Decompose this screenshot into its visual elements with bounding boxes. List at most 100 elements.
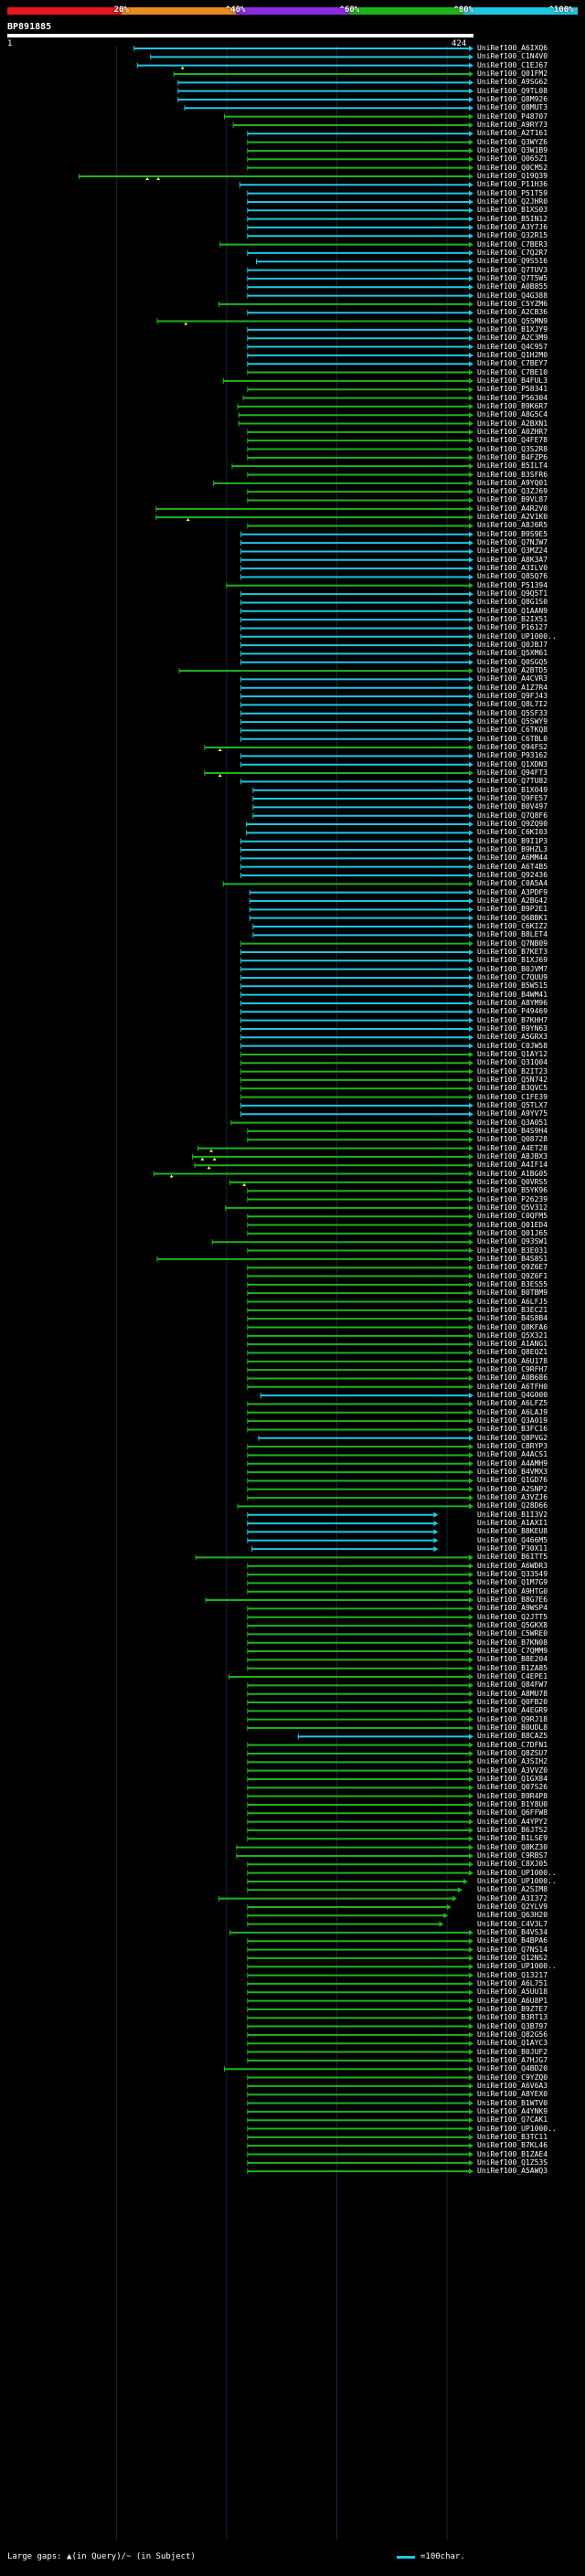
hit-label[interactable]: UniRef100_A9YQ01 [477, 478, 548, 487]
hit-label[interactable]: UniRef100_B3ES55 [477, 1279, 548, 1288]
hit-label[interactable]: UniRef100_A6V6A3 [477, 2081, 548, 2090]
hit-label[interactable]: UniRef100_Q9Z6F1 [477, 1271, 548, 1280]
hit-label[interactable]: UniRef100_A2SNP2 [477, 1484, 548, 1493]
hit-label[interactable]: UniRef100_Q4FE78 [477, 436, 548, 445]
hit-label[interactable]: UniRef100_B9P2E1 [477, 905, 548, 914]
hit-label[interactable]: UniRef100_A8YM96 [477, 998, 548, 1007]
hit-label[interactable]: UniRef100_C6KI03 [477, 828, 548, 837]
hit-label[interactable]: UniRef100_C7BE10 [477, 367, 548, 376]
hit-label[interactable]: UniRef100_Q19Q39 [477, 171, 548, 180]
hit-label[interactable]: UniRef100_Q82G56 [477, 2030, 548, 2039]
hit-label[interactable]: UniRef100_B4S9H4 [477, 1126, 548, 1135]
hit-label[interactable]: UniRef100_Q7NS14 [477, 1945, 548, 1954]
hit-label[interactable]: UniRef100_Q3S2R8 [477, 444, 548, 453]
hit-label[interactable]: UniRef100_P30X11 [477, 1544, 548, 1553]
hit-label[interactable]: UniRef100_A2T161 [477, 129, 548, 138]
hit-label[interactable]: UniRef100_Q7T5W5 [477, 273, 548, 282]
hit-label[interactable]: UniRef100_Q3B797 [477, 2021, 548, 2030]
hit-label[interactable]: UniRef100_A4CVR3 [477, 674, 548, 684]
hit-label[interactable]: UniRef100_B1ZA85 [477, 1663, 548, 1672]
hit-label[interactable]: UniRef100_C7BEY7 [477, 359, 548, 368]
hit-label[interactable]: UniRef100_C1FE39 [477, 1092, 548, 1101]
hit-label[interactable]: UniRef100_A4AMH9 [477, 1458, 548, 1468]
hit-label[interactable]: UniRef100_Q5X321 [477, 1330, 548, 1340]
hit-label[interactable]: UniRef100_B4VS34 [477, 1927, 548, 1936]
hit-label[interactable]: UniRef100_A1BG05 [477, 1169, 548, 1178]
hit-label[interactable]: UniRef100_C7BER3 [477, 239, 548, 249]
hit-label[interactable]: UniRef100_B6JTS2 [477, 1825, 548, 1834]
hit-label[interactable]: UniRef100_UP1000.. [477, 1868, 557, 1877]
hit-label[interactable]: UniRef100_B8LET4 [477, 930, 548, 939]
hit-label[interactable]: UniRef100_A3VZJ6 [477, 1493, 548, 1502]
hit-label[interactable]: UniRef100_B9I1P3 [477, 836, 548, 845]
hit-label[interactable]: UniRef100_Q8EQZ1 [477, 1348, 548, 1357]
hit-label[interactable]: UniRef100_Q63H20 [477, 1911, 548, 1920]
hit-label[interactable]: UniRef100_A5AWQ3 [477, 2167, 548, 2176]
hit-label[interactable]: UniRef100_B9ZTE7 [477, 2004, 548, 2013]
hit-label[interactable]: UniRef100_P51394 [477, 580, 548, 589]
hit-label[interactable]: UniRef100_UP1000.. [477, 631, 557, 641]
hit-label[interactable]: UniRef100_B1ZAE4 [477, 2149, 548, 2158]
hit-label[interactable]: UniRef100_Q5SMN9 [477, 316, 548, 325]
hit-label[interactable]: UniRef100_C5YZM6 [477, 299, 548, 308]
hit-label[interactable]: UniRef100_C0JW58 [477, 1041, 548, 1050]
hit-label[interactable]: UniRef100_Q7CAK1 [477, 2115, 548, 2125]
hit-label[interactable]: UniRef100_Q3MZ24 [477, 546, 548, 556]
hit-label[interactable]: UniRef100_P93162 [477, 751, 548, 760]
hit-label[interactable]: UniRef100_B8CAZ5 [477, 1732, 548, 1741]
hit-label[interactable]: UniRef100_Q1GX84 [477, 1774, 548, 1783]
hit-label[interactable]: UniRef100_B3TC11 [477, 2132, 548, 2141]
hit-label[interactable]: UniRef100_C1EJ67 [477, 60, 548, 69]
hit-label[interactable]: UniRef100_A3SIH2 [477, 1757, 548, 1766]
hit-label[interactable]: UniRef100_B9HZL3 [477, 845, 548, 854]
hit-label[interactable]: UniRef100_Q1Z53S [477, 2157, 548, 2167]
hit-label[interactable]: UniRef100_B0JUF2 [477, 2047, 548, 2056]
hit-label[interactable]: UniRef100_A1ANG1 [477, 1340, 548, 1349]
hit-label[interactable]: UniRef100_C4EPE1 [477, 1672, 548, 1681]
hit-label[interactable]: UniRef100_B5W515 [477, 981, 548, 991]
hit-label[interactable]: UniRef100_A3ILV0 [477, 564, 548, 573]
hit-label[interactable]: UniRef100_A6LFJ5 [477, 1297, 548, 1306]
hit-label[interactable]: UniRef100_Q33549 [477, 1570, 548, 1579]
hit-label[interactable]: UniRef100_Q1AYC3 [477, 2039, 548, 2048]
hit-label[interactable]: UniRef100_B8KEU8 [477, 1527, 548, 1536]
hit-label[interactable]: UniRef100_Q0JBJ7 [477, 641, 548, 650]
hit-label[interactable]: UniRef100_B1Y8U0 [477, 1799, 548, 1808]
hit-label[interactable]: UniRef100_B1I3V2 [477, 1510, 548, 1519]
hit-label[interactable]: UniRef100_Q01ED4 [477, 1220, 548, 1229]
hit-label[interactable]: UniRef100_Q7Q8F6 [477, 811, 548, 820]
hit-label[interactable]: UniRef100_P56304 [477, 393, 548, 402]
hit-label[interactable]: UniRef100_A4EGR9 [477, 1706, 548, 1715]
hit-label[interactable]: UniRef100_Q0SGQ5 [477, 657, 548, 666]
hit-label[interactable]: UniRef100_B6ITT5 [477, 1553, 548, 1562]
hit-label[interactable]: UniRef100_A4ACS1 [477, 1450, 548, 1459]
hit-label[interactable]: UniRef100_A9HTG0 [477, 1586, 548, 1595]
hit-label[interactable]: UniRef100_A9RY73 [477, 120, 548, 129]
hit-label[interactable]: UniRef100_Q8PVG2 [477, 1433, 548, 1442]
hit-label[interactable]: UniRef100_A6MM44 [477, 853, 548, 863]
hit-label[interactable]: UniRef100_C7Q2R7 [477, 248, 548, 257]
hit-label[interactable]: UniRef100_Q12NS2 [477, 1953, 548, 1962]
hit-label[interactable]: UniRef100_Q8ZSU7 [477, 1749, 548, 1757]
hit-label[interactable]: UniRef100_B9S9E5 [477, 529, 548, 538]
hit-label[interactable]: UniRef100_Q3A019 [477, 1416, 548, 1426]
hit-label[interactable]: UniRef100_A5UU18 [477, 1988, 548, 1997]
hit-label[interactable]: UniRef100_Q4BD20 [477, 2064, 548, 2073]
hit-label[interactable]: UniRef100_A4ET28 [477, 1143, 548, 1152]
hit-label[interactable]: UniRef100_P26239 [477, 1194, 548, 1203]
hit-label[interactable]: UniRef100_Q4G388 [477, 291, 548, 300]
hit-label[interactable]: UniRef100_C7QMM9 [477, 1647, 548, 1656]
hit-label[interactable]: UniRef100_B7KL46 [477, 2141, 548, 2150]
hit-label[interactable]: UniRef100_Q8KFA6 [477, 1322, 548, 1331]
hit-label[interactable]: UniRef100_Q5TLX7 [477, 1100, 548, 1109]
hit-label[interactable]: UniRef100_C6KIZ2 [477, 921, 548, 930]
hit-label[interactable]: UniRef100_A6U178 [477, 1356, 548, 1365]
hit-label[interactable]: UniRef100_B3RT13 [477, 2013, 548, 2022]
hit-label[interactable]: UniRef100_Q93SW1 [477, 1237, 548, 1246]
hit-label[interactable]: UniRef100_A2BXN1 [477, 419, 548, 428]
hit-label[interactable]: UniRef100_C9RBS7 [477, 1850, 548, 1860]
hit-label[interactable]: UniRef100_Q2JHR0 [477, 196, 548, 206]
hit-label[interactable]: UniRef100_B1LSE9 [477, 1834, 548, 1843]
hit-label[interactable]: UniRef100_B8E204 [477, 1655, 548, 1664]
hit-label[interactable]: UniRef100_B4VMX3 [477, 1468, 548, 1477]
